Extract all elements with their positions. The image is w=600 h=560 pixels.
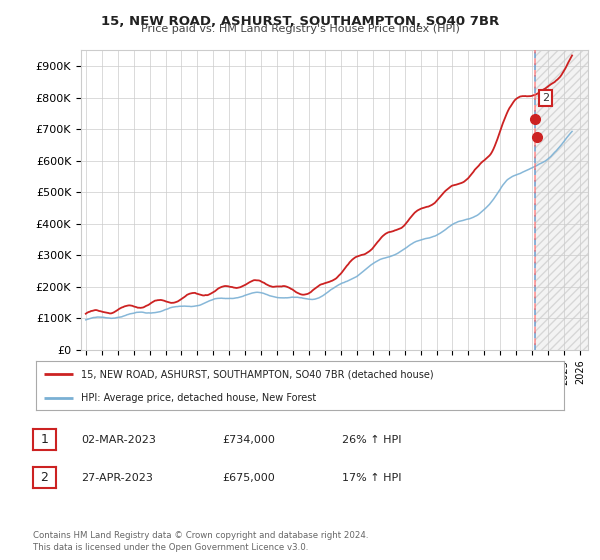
Text: 2: 2 xyxy=(542,93,549,103)
Text: £734,000: £734,000 xyxy=(222,435,275,445)
Text: 2: 2 xyxy=(40,471,49,484)
Text: HPI: Average price, detached house, New Forest: HPI: Average price, detached house, New … xyxy=(81,393,316,403)
Text: 02-MAR-2023: 02-MAR-2023 xyxy=(81,435,156,445)
Text: Contains HM Land Registry data © Crown copyright and database right 2024.
This d: Contains HM Land Registry data © Crown c… xyxy=(33,531,368,552)
Text: 17% ↑ HPI: 17% ↑ HPI xyxy=(342,473,401,483)
Text: 1: 1 xyxy=(40,433,49,446)
Text: 15, NEW ROAD, ASHURST, SOUTHAMPTON, SO40 7BR: 15, NEW ROAD, ASHURST, SOUTHAMPTON, SO40… xyxy=(101,15,499,27)
Text: 15, NEW ROAD, ASHURST, SOUTHAMPTON, SO40 7BR (detached house): 15, NEW ROAD, ASHURST, SOUTHAMPTON, SO40… xyxy=(81,370,434,380)
Text: £675,000: £675,000 xyxy=(222,473,275,483)
Text: Price paid vs. HM Land Registry's House Price Index (HPI): Price paid vs. HM Land Registry's House … xyxy=(140,24,460,34)
Text: 27-APR-2023: 27-APR-2023 xyxy=(81,473,153,483)
Text: 26% ↑ HPI: 26% ↑ HPI xyxy=(342,435,401,445)
Bar xyxy=(535,50,588,350)
